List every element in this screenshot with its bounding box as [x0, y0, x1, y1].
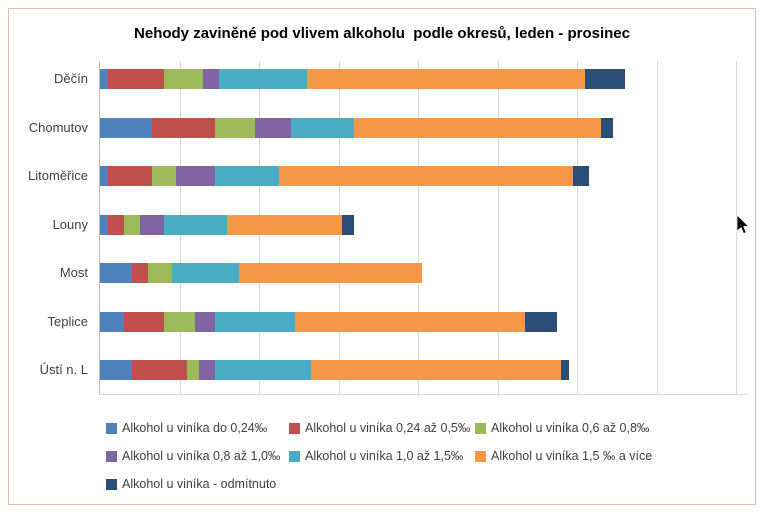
plot-area	[99, 61, 748, 395]
legend-item[interactable]: Alkohol u viníka 0,24 až 0,5‰	[289, 421, 475, 435]
legend-label: Alkohol u viníka 0,8 až 1,0‰	[122, 449, 281, 463]
bar-segment[interactable]	[123, 311, 164, 332]
bar-segment[interactable]	[306, 69, 585, 89]
bar-segment[interactable]	[107, 69, 164, 89]
legend-label: Alkohol u viníka do 0,24‰	[122, 421, 268, 435]
bar-segment[interactable]	[227, 214, 343, 235]
bar-segment[interactable]	[561, 360, 569, 380]
legend-label: Alkohol u viníka 0,24 až 0,5‰	[305, 421, 471, 435]
bar-segment[interactable]	[215, 117, 256, 138]
bar-segment[interactable]	[100, 311, 124, 332]
legend-item[interactable]: Alkohol u viníka 0,8 až 1,0‰	[106, 449, 289, 463]
legend-label: Alkohol u viníka 1,5 ‰ a více	[491, 449, 653, 463]
bar-segment[interactable]	[525, 311, 558, 332]
bar-row	[100, 69, 625, 89]
bar-row	[100, 263, 422, 283]
bar-segment[interactable]	[139, 214, 164, 235]
bar-row	[100, 214, 355, 235]
bar-row	[100, 166, 589, 186]
legend-item[interactable]: Alkohol u viníka do 0,24‰	[106, 421, 289, 435]
bar-segment[interactable]	[278, 166, 573, 186]
legend-item[interactable]: Alkohol u viníka 0,6 až 0,8‰	[475, 421, 736, 435]
legend-swatch-icon	[106, 478, 117, 490]
bar-segment[interactable]	[100, 117, 152, 138]
bar-segment[interactable]	[151, 166, 176, 186]
category-label: Ústí n. L	[39, 362, 88, 377]
bar-segment[interactable]	[131, 360, 188, 380]
legend-item[interactable]: Alkohol u viníka 1,5 ‰ a více	[475, 449, 736, 463]
category-label: Chomutov	[28, 119, 88, 135]
bar-segment[interactable]	[163, 69, 204, 89]
legend-label: Alkohol u viníka 0,6 až 0,8‰	[491, 421, 650, 435]
gridline	[736, 61, 737, 394]
legend-swatch-icon	[475, 450, 486, 462]
legend-row: Alkohol u viníka 0,8 až 1,0‰ Alkohol u vi…	[106, 442, 736, 470]
bar-segment[interactable]	[600, 117, 613, 138]
category-label: Teplice	[47, 313, 88, 329]
bar-segment[interactable]	[255, 117, 291, 138]
bar-segment[interactable]	[107, 166, 152, 186]
legend-swatch-icon	[106, 450, 117, 462]
chart-frame: Nehody zaviněné pod vlivem alkoholu podl…	[8, 8, 756, 505]
bar-segment[interactable]	[195, 311, 216, 332]
bar-segment[interactable]	[147, 263, 172, 283]
bar-segment[interactable]	[290, 117, 355, 138]
legend-swatch-icon	[106, 422, 117, 434]
bar-segment[interactable]	[100, 166, 108, 186]
bar-segment[interactable]	[163, 214, 228, 235]
legend-item[interactable]: Alkohol u viníka 1,0 až 1,5‰	[289, 449, 475, 463]
legend-label: Alkohol u viníka - odmítnuto	[122, 477, 277, 491]
category-label: Louny	[52, 216, 88, 232]
category-label: Děčín	[54, 71, 88, 86]
bar-segment[interactable]	[572, 166, 589, 186]
gridline	[418, 61, 419, 394]
bar-segment[interactable]	[215, 360, 311, 380]
bar-row	[100, 360, 569, 380]
legend-swatch-icon	[289, 422, 300, 434]
gridline	[656, 61, 658, 394]
legend-label: Alkohol u viníka 1,0 až 1,5‰	[305, 449, 464, 463]
bar-segment[interactable]	[239, 263, 422, 283]
legend-swatch-icon	[289, 450, 300, 462]
category-label: Most	[59, 265, 88, 280]
bar-row	[100, 311, 558, 332]
bar-segment[interactable]	[199, 360, 216, 380]
bar-segment[interactable]	[215, 311, 295, 332]
bar-segment[interactable]	[310, 360, 562, 380]
bar-segment[interactable]	[107, 214, 124, 235]
chart-title: Nehody zaviněné pod vlivem alkoholu podl…	[134, 25, 630, 42]
category-label: Litoměřice	[28, 168, 88, 183]
bar-segment[interactable]	[100, 69, 108, 89]
mouse-cursor-icon	[736, 215, 750, 235]
bar-segment[interactable]	[354, 117, 601, 138]
category-axis-labels: Děčín Chomutov Litoměřice Louny Most Teplice Ú…	[15, 61, 95, 394]
bar-segment[interactable]	[171, 263, 240, 283]
bar-segment[interactable]	[100, 214, 108, 235]
legend-swatch-icon	[475, 422, 486, 434]
gridline	[497, 61, 499, 394]
bar-segment[interactable]	[203, 69, 220, 89]
legend: Alkohol u viníka do 0,24‰ Alkohol u viník…	[106, 414, 736, 498]
bar-segment[interactable]	[584, 69, 625, 89]
bar-segment[interactable]	[219, 69, 307, 89]
bar-segment[interactable]	[215, 166, 279, 186]
bar-segment[interactable]	[187, 360, 200, 380]
bar-segment[interactable]	[163, 311, 196, 332]
legend-row: Alkohol u viníka do 0,24‰ Alkohol u viník…	[106, 414, 736, 442]
bar-segment[interactable]	[100, 360, 132, 380]
bar-segment[interactable]	[123, 214, 140, 235]
bar-segment[interactable]	[151, 117, 216, 138]
legend-row: Alkohol u viníka - odmítnuto	[106, 470, 736, 498]
bar-segment[interactable]	[131, 263, 148, 283]
bar-segment[interactable]	[100, 263, 132, 283]
gridline	[577, 61, 578, 394]
bar-segment[interactable]	[175, 166, 216, 186]
legend-item[interactable]: Alkohol u viníka - odmítnuto	[106, 477, 289, 491]
bar-row	[100, 117, 613, 138]
bar-segment[interactable]	[342, 214, 355, 235]
bar-segment[interactable]	[294, 311, 526, 332]
